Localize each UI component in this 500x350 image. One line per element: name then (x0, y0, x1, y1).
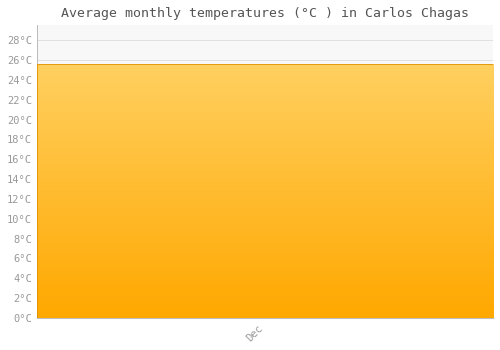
Bar (37, 64, 493, 318)
Title: Average monthly temperatures (°C ) in Carlos Chagas: Average monthly temperatures (°C ) in Ca… (61, 7, 469, 20)
